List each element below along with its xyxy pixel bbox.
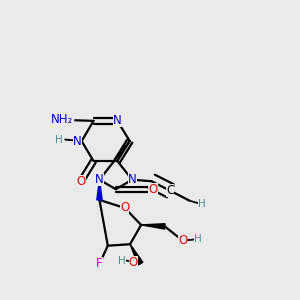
Text: O: O: [148, 183, 158, 196]
Text: N: N: [95, 173, 104, 186]
Text: H: H: [194, 234, 201, 244]
Text: N: N: [73, 135, 82, 148]
Text: N: N: [113, 114, 122, 128]
Text: NH₂: NH₂: [51, 113, 74, 126]
Text: O: O: [76, 175, 86, 188]
Text: H: H: [55, 135, 62, 145]
Polygon shape: [97, 180, 102, 200]
Polygon shape: [141, 224, 165, 229]
Text: F: F: [96, 257, 103, 270]
Text: N: N: [128, 173, 136, 186]
Text: H: H: [198, 200, 206, 209]
Text: O: O: [129, 256, 138, 268]
Polygon shape: [130, 244, 143, 265]
Text: H: H: [118, 256, 126, 266]
Text: O: O: [178, 234, 187, 247]
Text: C: C: [166, 184, 174, 197]
Text: O: O: [120, 202, 129, 214]
